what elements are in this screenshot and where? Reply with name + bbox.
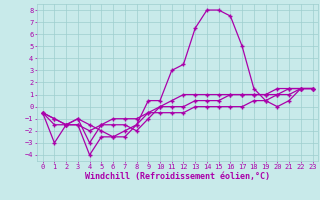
X-axis label: Windchill (Refroidissement éolien,°C): Windchill (Refroidissement éolien,°C) xyxy=(85,172,270,181)
